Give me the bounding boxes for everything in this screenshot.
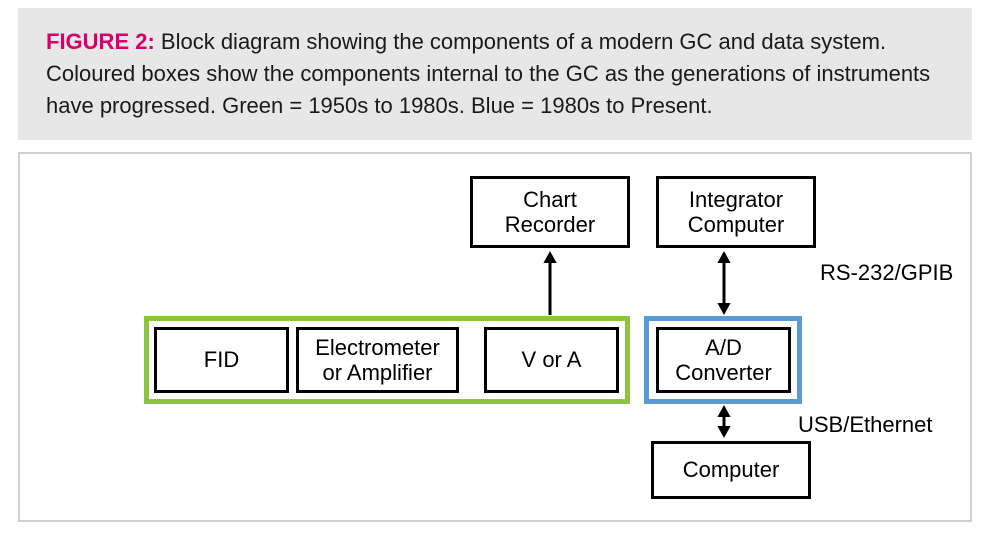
node-computer-label: Computer — [683, 457, 780, 482]
node-fid-label: FID — [204, 347, 239, 372]
edge-label-usb-ethernet: USB/Ethernet — [798, 412, 933, 438]
node-v-or-a-label: V or A — [522, 347, 582, 372]
node-ad-converter: A/D Converter — [656, 327, 791, 393]
edge-label-rs232-gpib: RS-232/GPIB — [820, 260, 953, 286]
node-integrator-label: Integrator Computer — [688, 187, 785, 238]
node-electrometer-label: Electrometer or Amplifier — [315, 335, 440, 386]
diagram-frame: FID Electrometer or Amplifier V or A A/D… — [18, 152, 972, 522]
figure-caption-box: FIGURE 2: Block diagram showing the comp… — [18, 8, 972, 140]
node-chart-recorder: Chart Recorder — [470, 176, 630, 248]
figure-label: FIGURE 2: — [46, 29, 155, 54]
node-v-or-a: V or A — [484, 327, 619, 393]
node-chart-recorder-label: Chart Recorder — [505, 187, 595, 238]
node-ad-converter-label: A/D Converter — [675, 335, 772, 386]
page-root: FIGURE 2: Block diagram showing the comp… — [0, 0, 990, 533]
node-computer: Computer — [651, 441, 811, 499]
node-fid: FID — [154, 327, 289, 393]
figure-caption-text: Block diagram showing the components of … — [46, 29, 930, 118]
node-electrometer: Electrometer or Amplifier — [296, 327, 459, 393]
node-integrator: Integrator Computer — [656, 176, 816, 248]
